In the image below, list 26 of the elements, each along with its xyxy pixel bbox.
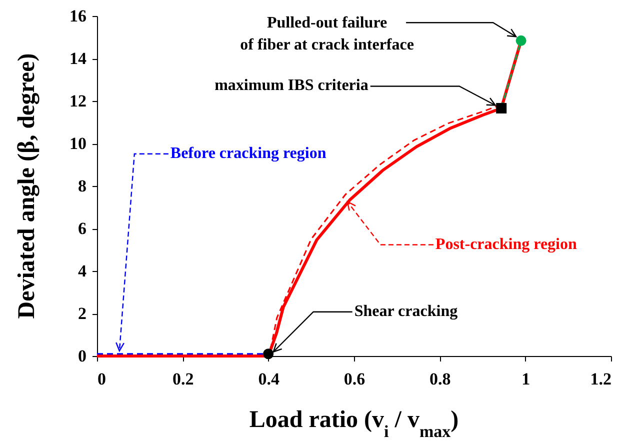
y-tick-label: 4 xyxy=(78,262,87,280)
annotation: Post-cracking region xyxy=(435,235,577,252)
y-tick-label: 8 xyxy=(78,176,86,196)
point xyxy=(516,35,526,46)
annotation: Shear cracking xyxy=(354,302,458,320)
x-tick-label: 0.4 xyxy=(258,370,280,388)
x-tick-label: 0 xyxy=(98,370,106,388)
y-tick-label: 14 xyxy=(70,49,87,68)
point xyxy=(496,102,507,114)
annotation: Before cracking region xyxy=(170,144,326,162)
x-tick-label: 0.2 xyxy=(172,370,194,388)
x-tick-label: 1 xyxy=(522,370,530,388)
y-tick-label: 12 xyxy=(70,92,86,110)
x-tick-label: 0.6 xyxy=(344,370,366,388)
y-tick-label: 0 xyxy=(78,346,86,366)
annotation: maximum IBS criteria xyxy=(214,76,368,94)
annotation: Pulled-out failure of fiber at crack interface xyxy=(240,14,414,54)
y-tick-label: 10 xyxy=(70,134,86,153)
y-tick-label: 6 xyxy=(78,219,86,238)
x-tick-label: 1.2 xyxy=(590,370,612,388)
x-tick-label: 0.8 xyxy=(430,370,451,388)
y-axis-title: Deviated angle (β, degree) xyxy=(14,53,40,319)
x-axis-title: Load ratio (v$_{i}$ / v$_{max}$) xyxy=(249,407,459,440)
y-tick-label: 2 xyxy=(78,304,86,323)
point xyxy=(263,348,274,360)
y-tick-label: 16 xyxy=(70,6,86,26)
